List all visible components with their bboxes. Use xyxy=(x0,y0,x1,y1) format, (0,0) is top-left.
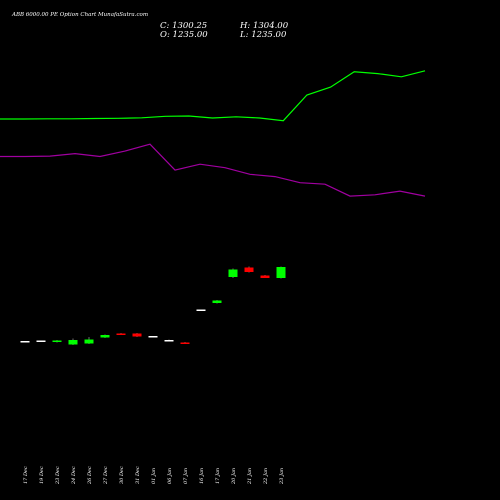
upper-line-series xyxy=(0,70,426,122)
x-tick-label: 23 Dec xyxy=(55,466,61,485)
candle xyxy=(180,342,190,344)
candle xyxy=(196,309,206,311)
x-tick-label: 07 Jan xyxy=(183,468,189,484)
x-tick-label: 21 Jan xyxy=(247,468,253,485)
candle xyxy=(52,340,62,343)
x-tick-label: 17 Dec xyxy=(23,466,29,484)
candle xyxy=(244,266,254,273)
candle-body xyxy=(20,341,30,343)
candle-body xyxy=(52,340,62,342)
candles xyxy=(20,266,286,345)
candle xyxy=(212,300,222,304)
candle xyxy=(36,340,46,342)
high-value: H: 1304.00 xyxy=(239,21,289,31)
candle-body xyxy=(84,339,94,344)
lower-line-series xyxy=(0,143,426,197)
x-axis-ticks: 17 Dec 19 Dec 23 Dec 24 Dec 26 Dec 27 Dec 30 D… xyxy=(23,466,285,485)
candle-body xyxy=(148,336,158,338)
indicator-lines xyxy=(0,70,426,197)
candle xyxy=(20,341,30,343)
candle xyxy=(132,333,142,337)
candle xyxy=(260,275,270,278)
candle-body xyxy=(212,300,222,303)
candle-body xyxy=(132,333,142,337)
candle xyxy=(68,338,78,345)
close-value: C: 1300.25 xyxy=(160,21,207,31)
candle-body xyxy=(36,340,46,342)
candle xyxy=(148,336,158,338)
chart-title: ABB 6000.00 PE Option Chart MunafaSutra.… xyxy=(11,12,148,18)
candle xyxy=(100,334,110,338)
x-tick-label: 24 Dec xyxy=(71,466,77,485)
x-tick-label: 23 Jan xyxy=(279,468,285,485)
candle-body xyxy=(228,269,238,277)
x-tick-label: 30 Dec xyxy=(119,466,125,484)
x-tick-label: 22 Jan xyxy=(263,468,269,485)
open-value: O: 1235.00 xyxy=(160,30,208,40)
candle xyxy=(116,333,126,335)
candle-body xyxy=(100,335,110,338)
x-tick-label: 27 Dec xyxy=(103,466,109,485)
x-tick-label: 06 Jan xyxy=(167,468,173,484)
candle-body xyxy=(180,342,190,344)
candle xyxy=(164,339,174,342)
x-tick-label: 01 Jan xyxy=(151,468,157,484)
x-tick-label: 19 Dec xyxy=(39,466,45,484)
candle xyxy=(84,337,94,344)
candle-body xyxy=(68,340,78,345)
candle xyxy=(276,266,286,279)
candle-body xyxy=(244,267,254,272)
x-tick-label: 17 Jan xyxy=(215,468,221,484)
candle-body xyxy=(196,309,206,311)
candle-body xyxy=(276,267,286,278)
x-tick-label: 16 Jan xyxy=(199,468,205,484)
candle xyxy=(228,268,238,278)
low-value: L: 1235.00 xyxy=(239,30,287,40)
candle-body xyxy=(260,275,270,278)
candle-body xyxy=(116,333,126,335)
x-tick-label: 26 Dec xyxy=(87,466,93,485)
candle-body xyxy=(164,340,174,342)
x-tick-label: 31 Dec xyxy=(135,466,141,484)
x-tick-label: 20 Jan xyxy=(231,468,237,485)
